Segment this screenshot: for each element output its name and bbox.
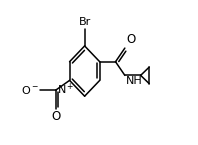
- Text: O: O: [51, 110, 61, 123]
- Text: NH: NH: [126, 76, 142, 86]
- Text: O: O: [126, 33, 136, 46]
- Text: O$^-$: O$^-$: [21, 84, 39, 96]
- Text: N$^+$: N$^+$: [57, 82, 74, 97]
- Text: Br: Br: [79, 17, 91, 27]
